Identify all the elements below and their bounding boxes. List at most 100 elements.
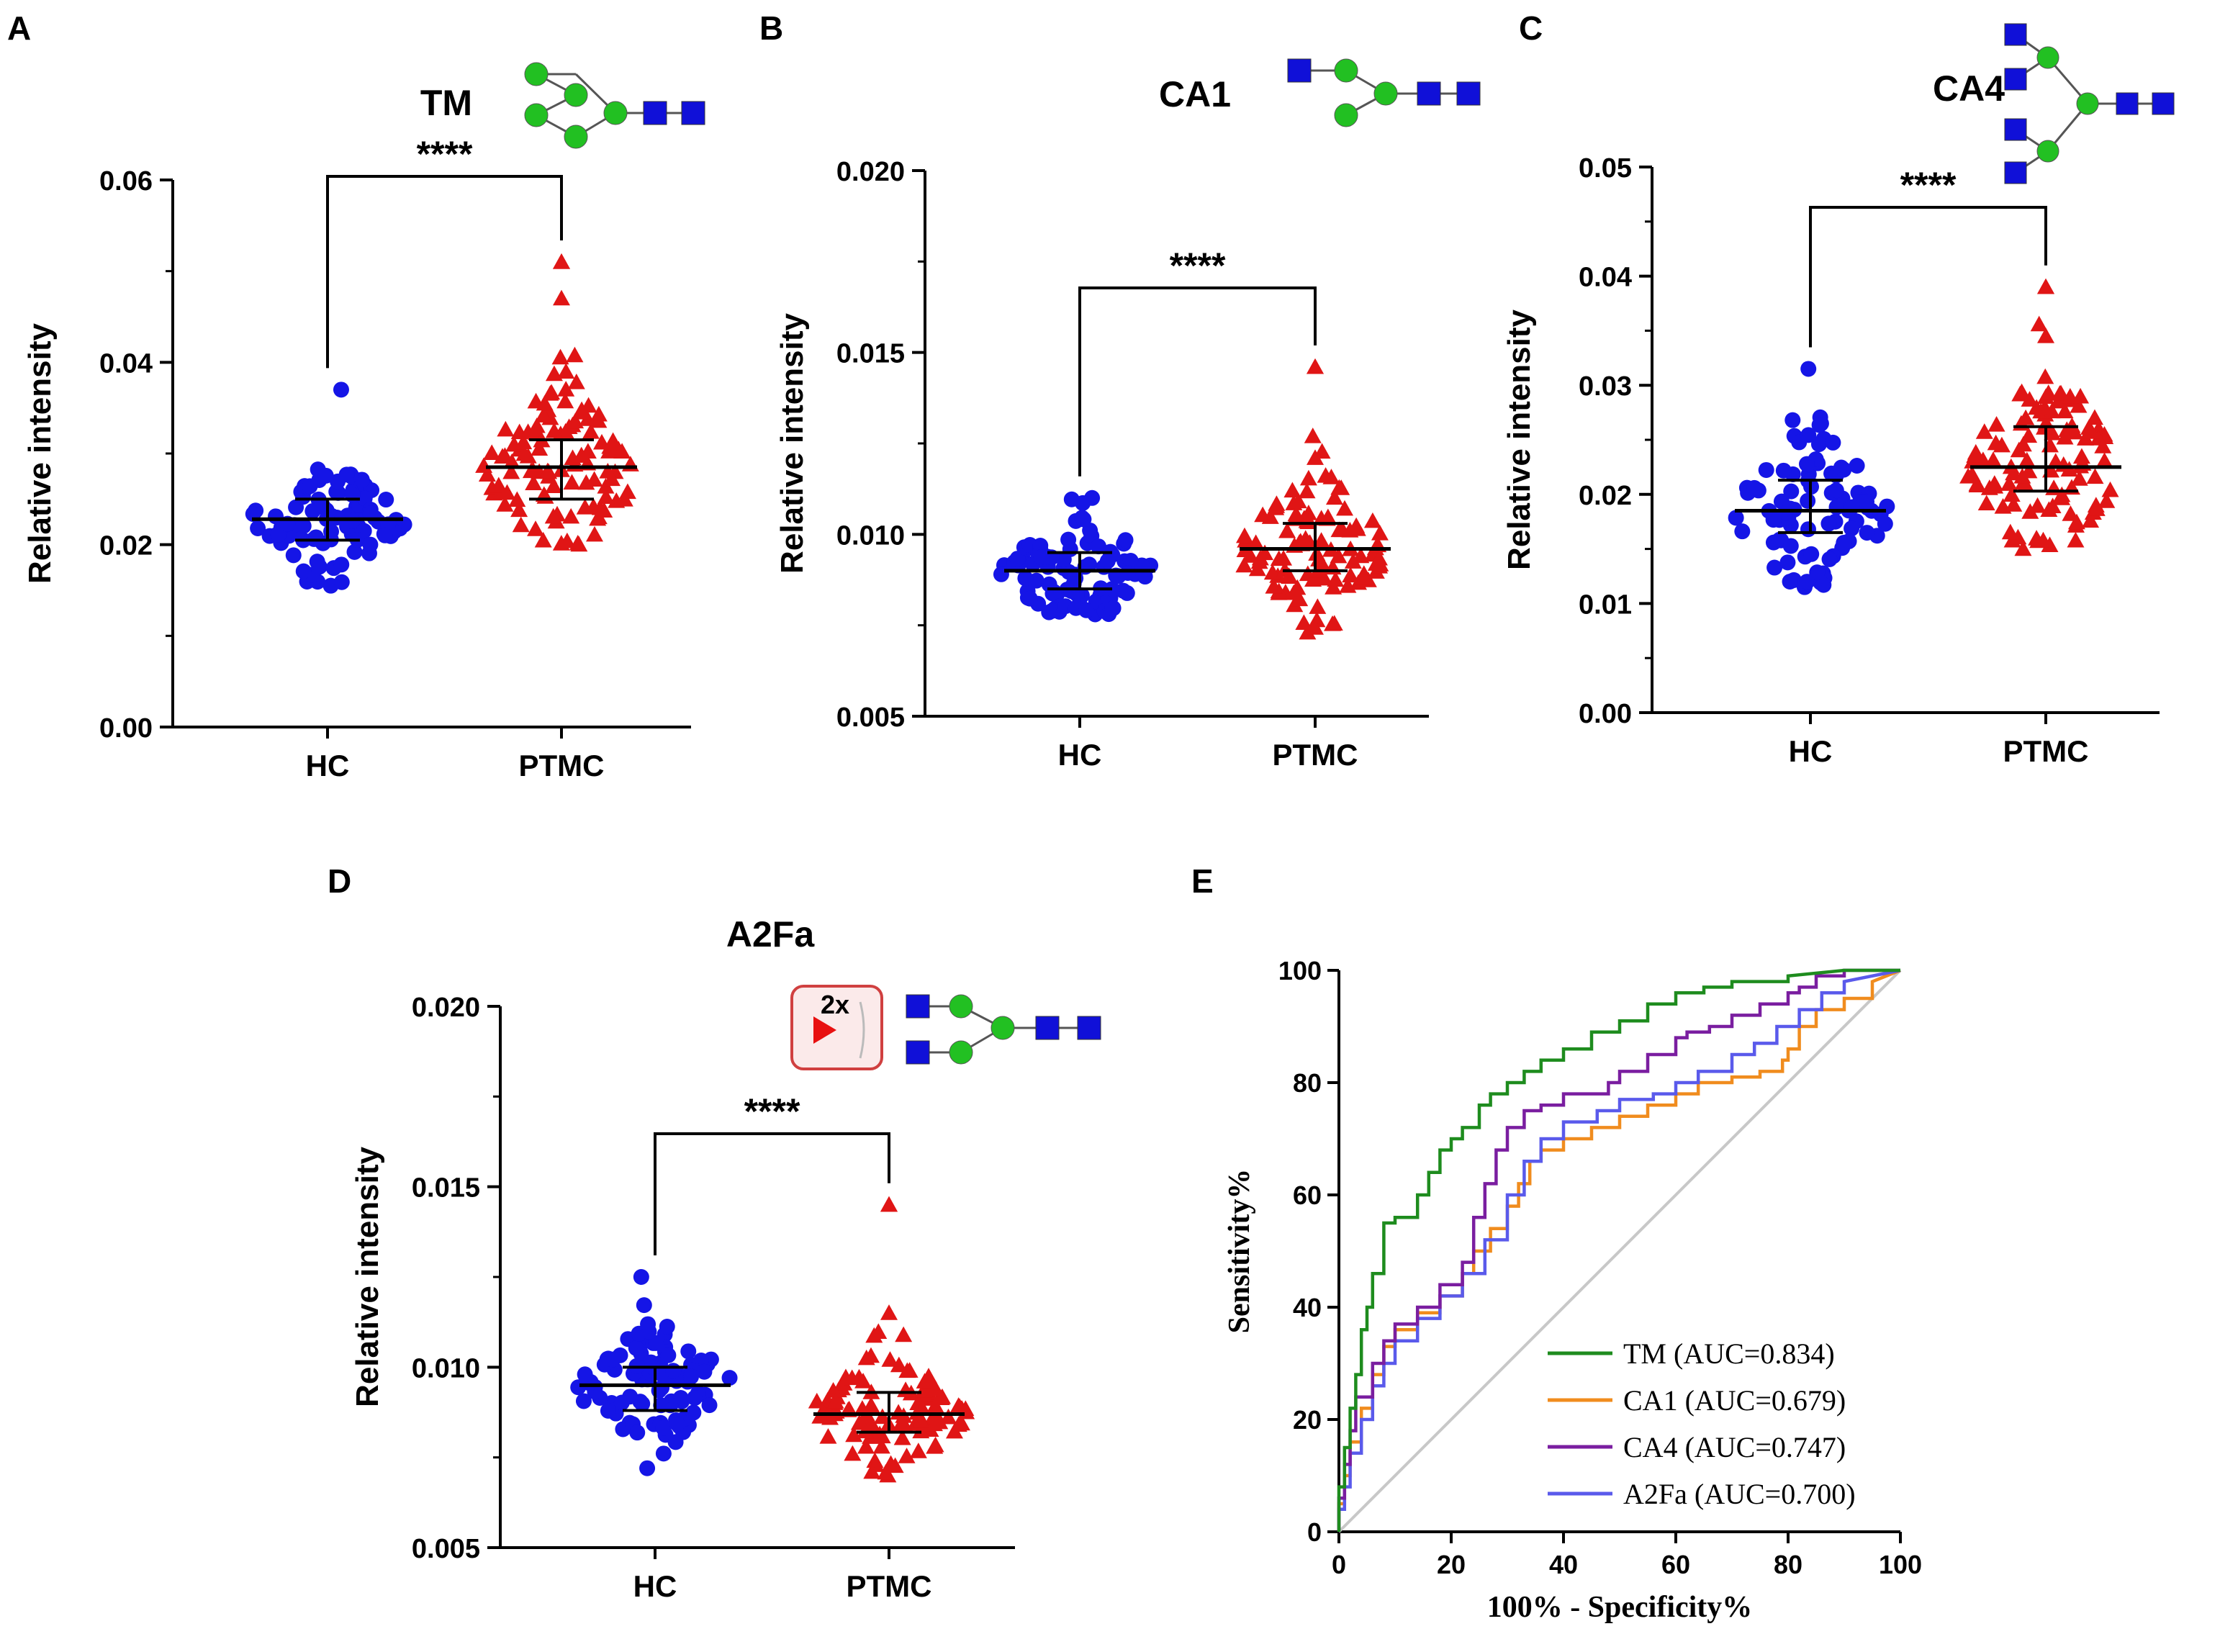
data-point — [1815, 577, 1832, 593]
data-point — [629, 1425, 646, 1441]
x-axis-label: 100% - Specificity% — [1487, 1591, 1753, 1624]
data-point — [553, 253, 570, 269]
data-point — [585, 525, 603, 542]
glcnac-square-icon — [2004, 118, 2027, 141]
data-point — [1319, 508, 1337, 525]
y-tick-label: 0.06 — [99, 166, 153, 197]
data-point — [2082, 512, 2100, 528]
data-point — [1289, 492, 1307, 509]
significance-label: **** — [1900, 165, 1957, 205]
data-point — [932, 1389, 950, 1405]
data-point — [567, 374, 585, 389]
data-point — [1021, 590, 1038, 607]
data-point — [567, 412, 585, 429]
data-point — [898, 1448, 916, 1463]
data-point — [577, 1366, 593, 1383]
glcnac-square-icon — [1456, 81, 1481, 106]
data-point — [2070, 470, 2088, 486]
y-tick-label: 0.02 — [99, 531, 153, 561]
data-point — [597, 488, 615, 505]
data-point — [496, 496, 514, 512]
data-point — [2094, 438, 2112, 453]
data-point — [535, 407, 553, 423]
data-point — [1811, 417, 1828, 433]
data-point — [1975, 423, 1993, 439]
data-point — [2039, 384, 2057, 400]
data-point — [1298, 482, 1316, 499]
x-tick-label: HC — [633, 1569, 677, 1603]
data-point — [2053, 489, 2071, 505]
data-point — [2016, 476, 2034, 492]
data-point — [2037, 327, 2054, 343]
y-axis-label: Sensitivity% — [1223, 1169, 1256, 1334]
data-point — [1836, 461, 1852, 478]
data-point — [538, 462, 556, 479]
significance-label: **** — [417, 134, 473, 174]
panel-letter: C — [1519, 9, 1543, 47]
data-point — [600, 443, 618, 459]
data-point — [1306, 619, 1324, 635]
data-point — [1261, 508, 1279, 524]
data-point — [1821, 551, 1838, 567]
data-point — [1122, 553, 1139, 569]
data-point — [333, 574, 350, 590]
data-point — [808, 1392, 826, 1409]
data-point — [648, 1335, 664, 1351]
chart-title: A2Fa — [726, 914, 815, 954]
data-point — [844, 1445, 862, 1461]
significance-bracket — [654, 1132, 890, 1255]
data-point — [2070, 397, 2088, 413]
data-point — [1355, 569, 1373, 585]
data-point — [613, 443, 631, 459]
data-point — [2067, 531, 2085, 548]
data-point — [563, 474, 581, 490]
data-point — [557, 363, 575, 379]
data-point — [1799, 574, 1815, 590]
data-point — [1342, 567, 1360, 583]
reference-diagonal — [1337, 969, 1902, 1533]
data-point — [2003, 486, 2021, 502]
significance-bracket — [326, 175, 563, 369]
data-point — [1270, 550, 1288, 567]
data-point — [2085, 409, 2103, 425]
glcnac-square-icon — [1417, 81, 1441, 106]
data-point — [1339, 577, 1357, 593]
data-point — [362, 505, 379, 522]
data-point — [854, 1373, 872, 1389]
data-point — [1984, 451, 2002, 467]
y-tick-label: 0.01 — [1579, 590, 1632, 620]
data-point — [1283, 482, 1301, 498]
data-point — [1324, 615, 1342, 631]
data-point — [498, 484, 516, 500]
data-point — [1322, 469, 1340, 484]
y-tick-label: 0.00 — [99, 713, 153, 744]
data-point — [1800, 492, 1816, 509]
data-point — [1278, 522, 1296, 538]
data-point — [862, 1347, 880, 1363]
data-point — [1825, 434, 1841, 451]
data-point — [655, 1445, 672, 1462]
data-point — [1299, 469, 1317, 486]
data-point — [545, 422, 563, 438]
mannose-circle-icon — [603, 101, 628, 125]
data-point — [1987, 434, 2005, 451]
data-point — [2014, 435, 2032, 452]
data-point — [483, 444, 501, 460]
data-point — [595, 502, 613, 518]
data-point — [531, 440, 549, 456]
data-point — [553, 289, 570, 306]
data-point — [585, 471, 603, 487]
glycan-multiplier: 2x — [821, 990, 849, 1019]
data-point — [1728, 510, 1744, 526]
data-point — [295, 563, 312, 579]
data-point — [659, 1319, 675, 1335]
data-point — [613, 1394, 630, 1411]
data-point — [508, 491, 526, 507]
x-tick-label: HC — [306, 749, 350, 782]
data-point — [1285, 584, 1303, 600]
data-point — [890, 1356, 908, 1373]
y-tick-label: 0.005 — [836, 703, 905, 733]
mannose-circle-icon — [2076, 92, 2099, 115]
x-tick-label: 40 — [1549, 1550, 1578, 1579]
data-point — [615, 490, 633, 507]
